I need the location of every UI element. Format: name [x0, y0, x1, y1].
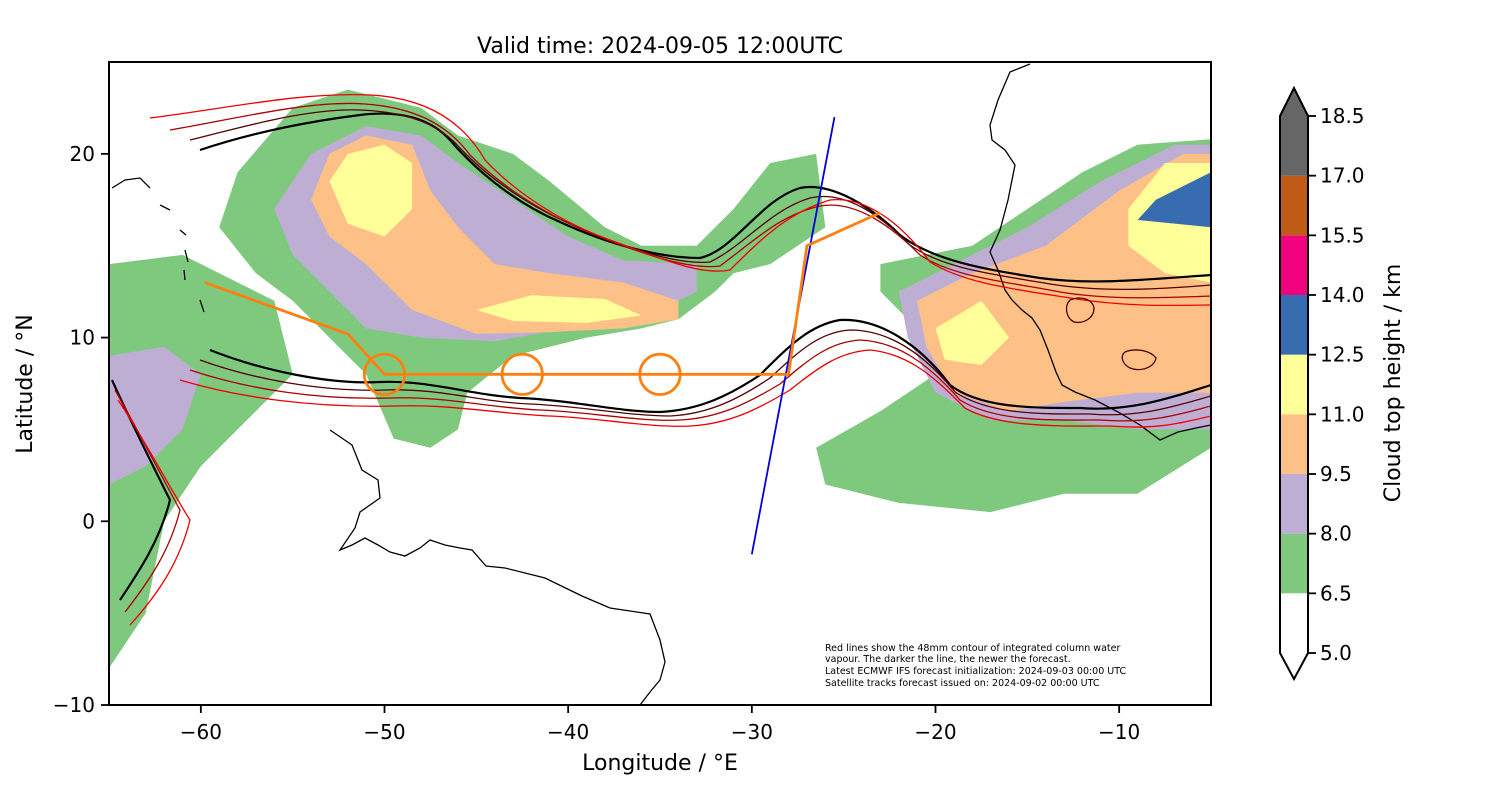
colorbar-tick-label: 5.0	[1320, 641, 1352, 665]
flight-circle	[638, 352, 682, 396]
flight-track	[204, 211, 881, 376]
x-axis-label: Longitude / °E	[582, 751, 738, 776]
cloud-region	[1137, 172, 1211, 228]
iwv-contour-latest	[199, 112, 1211, 283]
colorbar-segment	[1280, 593, 1308, 653]
y-tick-label: −10	[53, 693, 95, 717]
iwv-contour-east-blob	[1065, 297, 1095, 324]
colorbar-tick-label: 8.0	[1320, 522, 1352, 546]
caribbean-islands	[111, 177, 205, 313]
iwv-contour-2-south	[199, 329, 1211, 417]
plot-frame	[108, 61, 1212, 706]
colorbar-tick-label: 12.5	[1320, 343, 1365, 367]
iwv-contour-3-south	[189, 339, 1211, 422]
annotation-line: Red lines show the 48mm contour of integ…	[825, 643, 1120, 654]
x-tick-label: −60	[180, 720, 222, 744]
colorbar-tick-label: 9.5	[1320, 462, 1352, 486]
colorbar-tick-label: 11.0	[1320, 402, 1365, 426]
cloud-region	[109, 346, 201, 485]
cloud-region	[476, 295, 642, 323]
colorbar-segment	[1280, 235, 1308, 295]
x-tick-label: −50	[363, 720, 405, 744]
annotation-line: vapour. The darker the line, the newer t…	[825, 654, 1071, 665]
flight-circle	[362, 352, 407, 396]
colorbar-segment	[1280, 414, 1308, 474]
map-area	[109, 62, 1211, 705]
cloud-region	[329, 144, 413, 237]
iwv-contour-2	[189, 109, 1211, 291]
colorbar-segment	[1280, 295, 1308, 355]
x-tick-label: −40	[547, 720, 589, 744]
x-tick-label: −20	[914, 720, 956, 744]
colorbar-segment	[1280, 175, 1308, 236]
iwv-contour-4-south	[179, 349, 1211, 428]
x-axis: −60 −50 −40 −30 −20 −10	[180, 705, 1140, 744]
colorbar-tick-label: 17.0	[1320, 164, 1365, 188]
south-america-coastline	[329, 429, 666, 705]
annotation-line: Latest ECMWF IFS forecast initialization…	[825, 666, 1126, 677]
colorbar-extend-min	[1280, 653, 1308, 679]
track-layer	[204, 116, 881, 555]
chart-annotation: Red lines show the 48mm contour of integ…	[825, 643, 1126, 689]
colorbar-label: Cloud top height / km	[1381, 264, 1406, 503]
y-tick-label: 10	[70, 326, 95, 350]
colorbar-tick-label: 6.5	[1320, 581, 1352, 605]
colorbar-extend-max	[1280, 88, 1308, 116]
chart-title: Valid time: 2024-09-05 12:00UTC	[477, 34, 843, 59]
colorbar-segment	[1280, 533, 1308, 594]
cloud-region	[935, 300, 1009, 366]
colorbar-tick-label: 15.5	[1320, 223, 1365, 247]
cloud-top-height-field	[109, 89, 1211, 669]
x-tick-label: −30	[731, 720, 773, 744]
colorbar-segment	[1280, 474, 1308, 534]
iwv-contour-east-blob-2	[1121, 349, 1157, 371]
iwv-contour-west-3	[117, 399, 191, 626]
colorbar-segment	[1280, 116, 1308, 176]
colorbar: 5.0 6.5 8.0 9.5 11.0 12.5 14.0 15.5 17.0 18.5	[1279, 85, 1365, 682]
y-tick-label: 0	[82, 509, 95, 533]
y-axis: −10 0 10 20	[53, 142, 109, 717]
iwv-contour-3	[169, 102, 1211, 299]
y-tick-label: 20	[70, 142, 95, 166]
iwv-contour-4	[149, 93, 1211, 307]
y-axis-label: Latitude / °N	[13, 314, 38, 453]
colorbar-segment	[1280, 354, 1308, 415]
annotation-line: Satellite tracks forecast issued on: 202…	[825, 678, 1100, 689]
flight-circle	[500, 352, 544, 396]
colorbar-tick-label: 18.5	[1320, 104, 1365, 128]
x-tick-label: −10	[1098, 720, 1140, 744]
colorbar-tick-label: 14.0	[1320, 283, 1365, 307]
